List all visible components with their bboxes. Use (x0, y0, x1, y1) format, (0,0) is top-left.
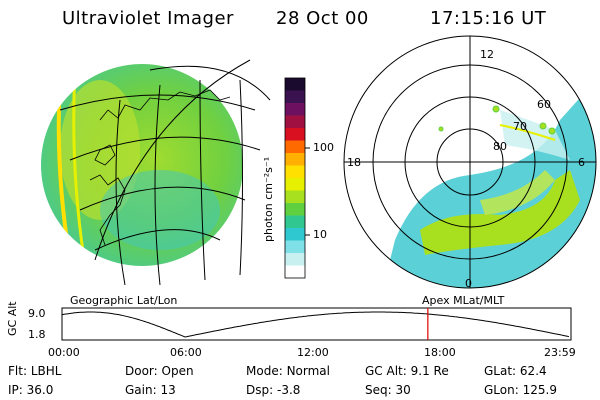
date-label: 28 Oct 00 (276, 8, 369, 29)
colorbar-swatch (285, 115, 305, 129)
colorbar-tick-10: 10 (313, 228, 327, 241)
dsp-field: Dsp: -3.8 (246, 383, 301, 397)
colorbar-swatch (285, 90, 305, 104)
lat-label-60: 60 (537, 98, 551, 111)
lat-label-70: 70 (513, 120, 527, 133)
alt-plot-ytick-top: 9.0 (28, 307, 46, 320)
alt-xtick-2359: 23:59 (544, 346, 576, 359)
alt-xtick-0600: 06:00 (170, 346, 202, 359)
colorbar-swatch (285, 165, 305, 179)
lat-label-80: 80 (493, 140, 507, 153)
colorbar-swatch (285, 178, 305, 191)
colorbar-swatch (285, 140, 305, 154)
left-panel-caption: Geographic Lat/Lon (70, 294, 178, 307)
alt-plot-ytick-bottom: 1.8 (28, 328, 46, 341)
time-label: 17:15:16 UT (430, 8, 547, 29)
alt-xtick-1200: 12:00 (297, 346, 329, 359)
colorbar-swatch (285, 153, 305, 166)
alt-xtick-0000: 00:00 (48, 346, 80, 359)
colorbar-swatch (285, 228, 305, 241)
colorbar-tick-100: 100 (313, 141, 334, 154)
mode-field: Mode: Normal (246, 364, 330, 378)
glat-field: GLat: 62.4 (484, 364, 547, 378)
colorbar-swatch (285, 240, 305, 254)
colorbar-swatch (285, 265, 305, 279)
gc-alt-field: GC Alt: 9.1 Re (365, 364, 449, 378)
mlt-label-0: 0 (465, 277, 472, 290)
flt-field: Flt: LBHL (8, 364, 62, 378)
ip-field: IP: 36.0 (8, 383, 54, 397)
colorbar-swatch (285, 103, 305, 116)
mlt-label-6: 6 (578, 156, 585, 169)
colorbar-swatch (285, 203, 305, 216)
colorbar-swatch (285, 78, 305, 91)
instrument-title: Ultraviolet Imager (62, 8, 234, 29)
door-field: Door: Open (125, 364, 194, 378)
gain-field: Gain: 13 (125, 383, 176, 397)
colorbar-swatch (285, 128, 305, 141)
mlt-label-12: 12 (480, 48, 494, 61)
seq-field: Seq: 30 (365, 383, 411, 397)
colorbar-swatch (285, 215, 305, 229)
mlt-label-18: 18 (347, 156, 361, 169)
alt-xtick-1800: 18:00 (424, 346, 456, 359)
colorbar-swatch (285, 253, 305, 266)
colorbar-swatch (285, 190, 305, 204)
right-panel-caption: Apex MLat/MLT (422, 294, 505, 307)
glon-field: GLon: 125.9 (484, 383, 557, 397)
